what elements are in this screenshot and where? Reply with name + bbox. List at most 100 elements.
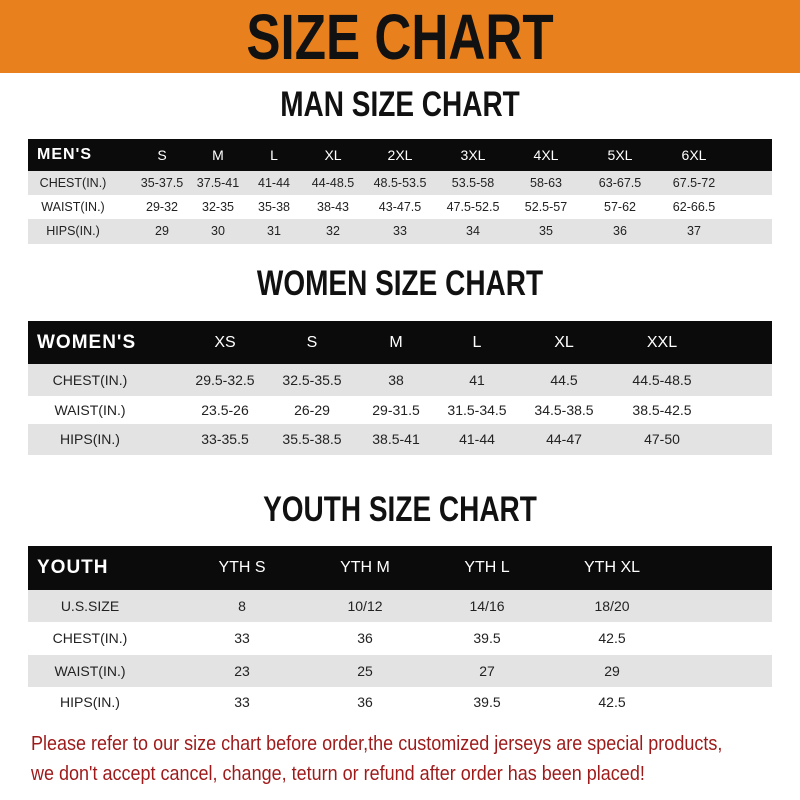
table-cell: 44.5: [550, 372, 578, 388]
column-header-s: S: [306, 334, 318, 351]
table-row: HIPS(IN.) 29 30 31 32 33 34 35 36 37: [28, 219, 772, 244]
table-row: HIPS(IN.) 33 36 39.5 42.5: [28, 687, 772, 718]
table-cell: 29-32: [146, 200, 178, 214]
header-label: MEN'S: [37, 146, 93, 163]
column-header-xxl: XXL: [646, 334, 678, 351]
table-cell: 33-35.5: [201, 431, 249, 447]
women-section-title: WOMEN SIZE CHART: [256, 264, 544, 303]
row-label: HIPS(IN.): [60, 431, 120, 447]
table-header-row: MEN'S S M L XL 2XL 3XL 4XL 5XL 6XL: [28, 139, 772, 171]
table-cell: 67.5-72: [672, 176, 716, 190]
table-row: CHEST(IN.) 29.5-32.5 32.5-35.5 38 41 44.5 44.5…: [28, 364, 772, 396]
table-cell: 34.5-38.5: [534, 402, 594, 418]
table-cell: 36: [357, 694, 373, 710]
table-cell: 57-62: [604, 200, 636, 214]
column-header-yth-s: YTH S: [218, 559, 266, 576]
row-label: HIPS(IN.): [60, 694, 120, 710]
table-cell: 10/12: [347, 598, 383, 614]
table-cell: 36: [357, 630, 373, 646]
table-cell: 26-29: [294, 402, 330, 418]
table-cell: 35-37.5: [140, 176, 184, 190]
table-cell: 41-44: [258, 176, 290, 190]
table-cell: 62-66.5: [672, 200, 716, 214]
table-cell: 35-38: [258, 200, 290, 214]
table-row: CHEST(IN.) 35-37.5 37.5-41 41-44 44-48.5 48.5…: [28, 171, 772, 195]
table-cell: 58-63: [530, 176, 562, 190]
men-size-table: MEN'S S M L XL 2XL 3XL 4XL 5XL 6XL CHEST(IN.) 35-37…: [28, 139, 772, 244]
youth-section-title: YOUTH SIZE CHART: [263, 490, 537, 529]
header-label: YOUTH: [37, 557, 109, 578]
table-cell: 31.5-34.5: [447, 402, 507, 418]
table-cell: 38.5-41: [372, 431, 420, 447]
table-cell: 42.5: [598, 630, 626, 646]
table-cell: 30: [211, 224, 225, 238]
table-cell: 18/20: [594, 598, 630, 614]
row-label: WAIST(IN.): [54, 402, 126, 418]
table-row: WAIST(IN.) 23 25 27 29: [28, 655, 772, 687]
column-header-5xl: 5XL: [607, 147, 633, 163]
youth-size-table: YOUTH YTH S YTH M YTH L YTH XL U.S.SIZE 8 10/12…: [28, 546, 772, 718]
row-label: HIPS(IN.): [46, 224, 100, 238]
footer-notice-line-2: we don't accept cancel, change, teturn o…: [31, 763, 645, 785]
table-cell: 32: [326, 224, 340, 238]
table-row: WAIST(IN.) 29-32 32-35 35-38 38-43 43-47.5 47.…: [28, 195, 772, 219]
column-header-4xl: 4XL: [533, 147, 559, 163]
table-cell: 33: [234, 630, 250, 646]
table-cell: 41: [469, 372, 485, 388]
page-title: SIZE CHART: [246, 1, 554, 73]
column-header-xs: XS: [214, 334, 236, 351]
column-header-l: L: [270, 147, 278, 163]
table-cell: 53.5-58: [451, 176, 495, 190]
table-cell: 25: [357, 663, 373, 679]
table-cell: 39.5: [473, 630, 501, 646]
table-header-row: YOUTH YTH S YTH M YTH L YTH XL: [28, 546, 772, 590]
table-row: WAIST(IN.) 23.5-26 26-29 29-31.5 31.5-34.5 34…: [28, 396, 772, 424]
table-cell: 44-47: [546, 431, 582, 447]
table-cell: 37: [687, 224, 701, 238]
table-cell: 32.5-35.5: [282, 372, 342, 388]
table-cell: 29: [155, 224, 169, 238]
row-label: CHEST(IN.): [52, 630, 128, 646]
table-cell: 29: [604, 663, 620, 679]
table-cell: 35.5-38.5: [282, 431, 342, 447]
column-header-s: S: [157, 147, 167, 163]
table-cell: 47.5-52.5: [446, 200, 500, 214]
table-cell: 32-35: [202, 200, 234, 214]
column-header-m: M: [389, 334, 403, 351]
table-cell: 14/16: [469, 598, 505, 614]
column-header-xl: XL: [554, 334, 574, 351]
row-label: WAIST(IN.): [54, 663, 126, 679]
table-cell: 36: [613, 224, 627, 238]
table-cell: 38: [388, 372, 404, 388]
footer-notice-line-1: Please refer to our size chart before or…: [31, 733, 723, 755]
table-cell: 8: [238, 598, 246, 614]
table-row: HIPS(IN.) 33-35.5 35.5-38.5 38.5-41 41-44 44-…: [28, 424, 772, 455]
table-cell: 23: [234, 663, 250, 679]
table-cell: 38.5-42.5: [632, 402, 692, 418]
row-label: CHEST(IN.): [52, 372, 128, 388]
column-header-6xl: 6XL: [681, 147, 707, 163]
row-label: U.S.SIZE: [60, 598, 120, 614]
table-cell: 48.5-53.5: [373, 176, 427, 190]
table-cell: 44-48.5: [311, 176, 355, 190]
column-header-3xl: 3XL: [460, 147, 486, 163]
table-cell: 41-44: [459, 431, 495, 447]
table-cell: 42.5: [598, 694, 626, 710]
header-label: WOMEN'S: [37, 332, 137, 353]
table-header-row: WOMEN'S XS S M L XL XXL: [28, 321, 772, 364]
table-cell: 44.5-48.5: [632, 372, 692, 388]
table-cell: 31: [267, 224, 281, 238]
table-row: U.S.SIZE 8 10/12 14/16 18/20: [28, 590, 772, 622]
table-cell: 29.5-32.5: [195, 372, 255, 388]
column-header-xl: XL: [324, 147, 342, 163]
table-cell: 39.5: [473, 694, 501, 710]
table-cell: 33: [393, 224, 407, 238]
column-header-2xl: 2XL: [387, 147, 413, 163]
table-cell: 33: [234, 694, 250, 710]
table-cell: 52.5-57: [524, 200, 568, 214]
men-section-title: MAN SIZE CHART: [280, 85, 520, 124]
table-cell: 23.5-26: [201, 402, 249, 418]
column-header-yth-m: YTH M: [340, 559, 390, 576]
column-header-yth-l: YTH L: [464, 559, 510, 576]
table-cell: 63-67.5: [598, 176, 642, 190]
